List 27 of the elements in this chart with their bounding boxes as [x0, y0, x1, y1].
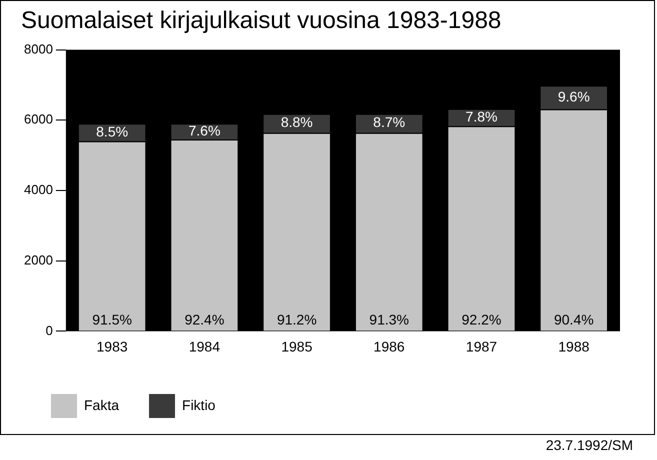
annotation: 91.5%	[92, 312, 132, 328]
x-tick-label: 1988	[558, 338, 590, 354]
x-tick-label: 1984	[188, 338, 220, 354]
y-tick-label: 0	[46, 322, 53, 338]
annotation: 7.6%	[188, 122, 220, 138]
annotation: 8.7%	[373, 114, 406, 130]
annotation: 92.2%	[462, 312, 502, 328]
x-tick-label: 1985	[281, 338, 313, 354]
legend-label: Fiktio	[182, 396, 216, 413]
chart-title: Suomalaiset kirjajulkaisut vuosina 1983-1988	[21, 7, 502, 34]
annotation: 8.8%	[280, 114, 313, 130]
y-tick-label: 2000	[24, 252, 53, 268]
annotation: 7.8%	[466, 108, 498, 124]
text: 23.7.1992/SM	[546, 437, 633, 453]
annotation: 92.4%	[184, 312, 224, 328]
annotation: 91.2%	[276, 312, 317, 328]
y-tick-label: 6000	[24, 112, 53, 127]
annotation: 9.6%	[558, 88, 590, 104]
annotation: 90.4%	[554, 312, 594, 328]
annotation: 91.3%	[369, 312, 409, 328]
x-tick-label: 1986	[374, 338, 405, 354]
y-tick-label: 4000	[24, 182, 53, 198]
x-tick-label: 1987	[466, 338, 498, 354]
x-tick-label: 1983	[96, 338, 128, 354]
y-tick-label: 8000	[24, 41, 53, 56]
legend-label: Fakta	[84, 396, 120, 413]
annotation: 8.5%	[96, 123, 128, 140]
